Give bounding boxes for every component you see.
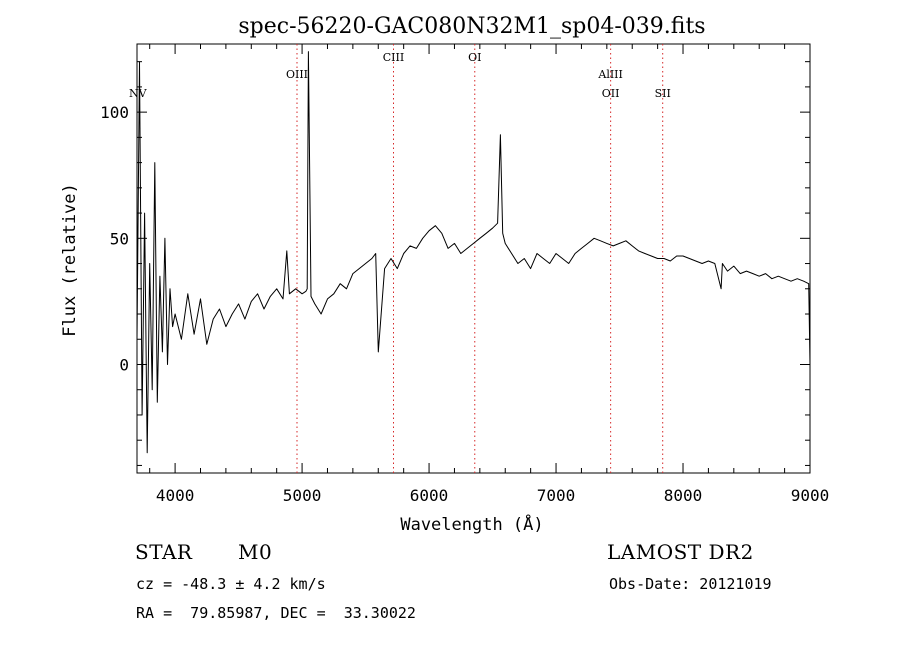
marker-label-sii: SII	[655, 87, 671, 100]
x-tick-label: 7000	[537, 486, 576, 505]
radial-velocity: cz = -48.3 ± 4.2 km/s	[136, 575, 326, 593]
x-axis: 4000 5000 6000 7000 8000 9000	[149, 44, 830, 505]
y-tick-label: 0	[119, 355, 129, 374]
marker-label-aliii: AlIII	[597, 68, 623, 81]
marker-label-oiii: OIII	[286, 68, 308, 81]
x-tick-label: 9000	[791, 486, 830, 505]
marker-label-oii: OII	[602, 87, 620, 100]
x-tick-label: 8000	[664, 486, 703, 505]
coordinates: RA = 79.85987, DEC = 33.30022	[136, 604, 416, 622]
spectral-line-markers: NV OIII CIII OI AlIII OII SII	[129, 44, 671, 473]
series-line-flux	[136, 51, 811, 454]
object-class: STAR	[135, 540, 193, 564]
y-axis-label: Flux (relative)	[60, 183, 80, 337]
object-subclass: M0	[238, 540, 273, 564]
x-tick-label: 4000	[156, 486, 195, 505]
survey-name: LAMOST DR2	[607, 540, 754, 564]
y-axis: 0 50 100	[100, 61, 810, 466]
y-tick-label: 100	[100, 103, 129, 122]
observation-date: Obs-Date: 20121019	[609, 575, 772, 593]
series-group	[136, 51, 811, 454]
marker-label-nv: NV	[129, 87, 148, 100]
plot-frame	[136, 43, 811, 474]
marker-label-oi: OI	[468, 51, 481, 64]
x-tick-label: 6000	[410, 486, 449, 505]
x-tick-label: 5000	[283, 486, 322, 505]
x-axis-label: Wavelength (Å)	[400, 513, 543, 535]
y-tick-label: 50	[110, 229, 129, 248]
chart-title: spec-56220-GAC080N32M1_sp04-039.fits	[238, 14, 705, 39]
plot-border	[136, 43, 811, 474]
marker-label-ciii: CIII	[383, 51, 404, 64]
